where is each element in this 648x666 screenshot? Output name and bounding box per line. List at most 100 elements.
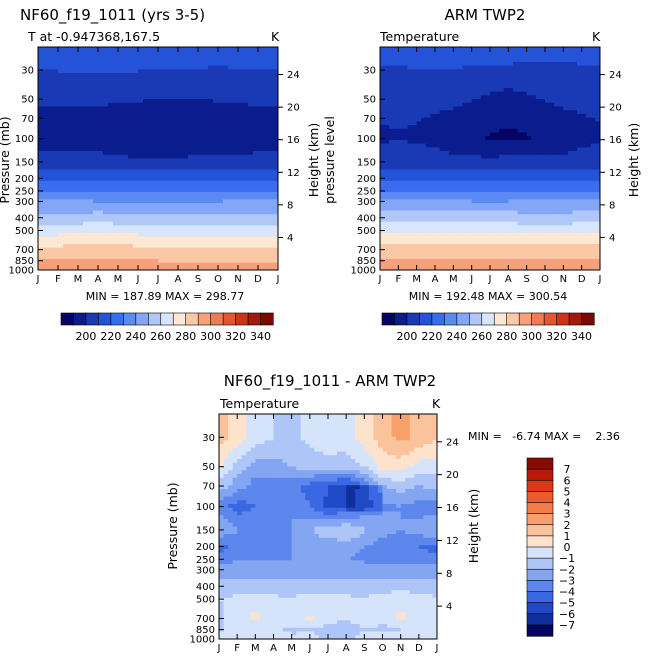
heatmap-cell bbox=[573, 177, 578, 181]
heatmap-cell bbox=[403, 58, 408, 62]
heatmap-cell bbox=[198, 211, 203, 215]
heatmap-cell bbox=[218, 225, 223, 229]
heatmap-cell bbox=[421, 47, 426, 51]
heatmap-cell bbox=[238, 155, 243, 159]
heatmap-cell bbox=[98, 77, 103, 81]
heatmap-cell bbox=[591, 92, 596, 96]
heatmap-cell bbox=[183, 211, 188, 215]
heatmap-cell bbox=[444, 199, 449, 203]
heatmap-cell bbox=[385, 58, 390, 62]
heatmap-cell bbox=[485, 118, 490, 122]
heatmap-cell bbox=[213, 125, 218, 129]
heatmap-cell bbox=[426, 73, 431, 77]
heatmap-cell bbox=[485, 177, 490, 181]
heatmap-cell bbox=[582, 196, 587, 200]
heatmap-cell bbox=[458, 144, 463, 148]
heatmap-cell bbox=[158, 162, 163, 166]
heatmap-cell bbox=[53, 162, 58, 166]
heatmap-cell bbox=[550, 166, 555, 170]
heatmap-cell bbox=[73, 92, 78, 96]
heatmap-cell bbox=[88, 147, 93, 151]
heatmap-cell bbox=[228, 77, 233, 81]
heatmap-cell bbox=[213, 248, 218, 252]
heatmap-cell bbox=[123, 114, 128, 118]
heatmap-cell bbox=[153, 188, 158, 192]
heatmap-cell bbox=[467, 110, 472, 114]
heatmap-cell bbox=[63, 229, 68, 233]
heatmap-cell bbox=[198, 251, 203, 255]
heatmap-cell bbox=[508, 155, 513, 159]
heatmap-cell bbox=[476, 77, 481, 81]
heatmap-cell bbox=[78, 106, 83, 110]
heatmap-cell bbox=[463, 88, 468, 92]
heatmap-cell bbox=[188, 121, 193, 125]
heatmap-cell bbox=[398, 62, 403, 66]
heatmap-cell bbox=[421, 147, 426, 151]
heatmap-cell bbox=[531, 77, 536, 81]
heatmap-cell bbox=[208, 177, 213, 181]
heatmap-cell bbox=[78, 207, 83, 211]
heatmap-cell bbox=[158, 58, 163, 62]
heatmap-cell bbox=[403, 159, 408, 163]
heatmap-cell bbox=[228, 244, 233, 248]
heatmap-cell bbox=[536, 69, 541, 73]
heatmap-cell bbox=[513, 188, 518, 192]
heatmap-cell bbox=[163, 177, 168, 181]
heatmap-cell bbox=[98, 170, 103, 174]
heatmap-cell bbox=[108, 118, 113, 122]
heatmap-cell bbox=[531, 106, 536, 110]
heatmap-cell bbox=[53, 177, 58, 181]
heatmap-cell bbox=[536, 66, 541, 70]
heatmap-cell bbox=[568, 69, 573, 73]
heatmap-cell bbox=[148, 259, 153, 263]
heatmap-cell bbox=[153, 229, 158, 233]
heatmap-cell bbox=[58, 136, 63, 140]
heatmap-cell bbox=[481, 166, 486, 170]
heatmap-cell bbox=[68, 237, 73, 241]
heatmap-cell bbox=[93, 214, 98, 218]
heatmap-cell bbox=[83, 54, 88, 58]
heatmap-cell bbox=[485, 166, 490, 170]
heatmap-cell bbox=[513, 92, 518, 96]
heatmap-cell bbox=[188, 88, 193, 92]
heatmap-cell bbox=[508, 103, 513, 107]
heatmap-cell bbox=[258, 155, 263, 159]
heatmap-cell bbox=[158, 147, 163, 151]
heatmap-cell bbox=[430, 69, 435, 73]
heatmap-cell bbox=[440, 132, 445, 136]
heatmap-cell bbox=[98, 84, 103, 88]
heatmap-cell bbox=[148, 77, 153, 81]
heatmap-cell bbox=[421, 159, 426, 163]
heatmap-cell bbox=[233, 88, 238, 92]
heatmap-cell bbox=[103, 58, 108, 62]
month-tick-label: D bbox=[254, 274, 262, 285]
heatmap-cell bbox=[123, 140, 128, 144]
heatmap-cell bbox=[108, 251, 113, 255]
heatmap-cell bbox=[178, 218, 183, 222]
heatmap-cell bbox=[263, 121, 268, 125]
heatmap-cell bbox=[233, 77, 238, 81]
heatmap-cell bbox=[554, 54, 559, 58]
heatmap-cell bbox=[63, 88, 68, 92]
heatmap-cell bbox=[385, 196, 390, 200]
heatmap-cell bbox=[513, 166, 518, 170]
heatmap-cell bbox=[73, 199, 78, 203]
heatmap-cell bbox=[158, 248, 163, 252]
heatmap-cell bbox=[73, 129, 78, 133]
heatmap-cell bbox=[38, 218, 43, 222]
heatmap-cell bbox=[440, 159, 445, 163]
heatmap-cell bbox=[568, 170, 573, 174]
heatmap-cell bbox=[513, 47, 518, 51]
heatmap-cell bbox=[183, 88, 188, 92]
heatmap-cell bbox=[435, 188, 440, 192]
heatmap-cell bbox=[573, 62, 578, 66]
heatmap-cell bbox=[518, 155, 523, 159]
heatmap-cell bbox=[118, 88, 123, 92]
heatmap-cell bbox=[153, 181, 158, 185]
heatmap-cell bbox=[258, 170, 263, 174]
heatmap-cell bbox=[545, 84, 550, 88]
month-tick-label: J bbox=[136, 274, 140, 285]
heatmap-cell bbox=[58, 77, 63, 81]
heatmap-cell bbox=[78, 170, 83, 174]
heatmap-cell bbox=[218, 106, 223, 110]
